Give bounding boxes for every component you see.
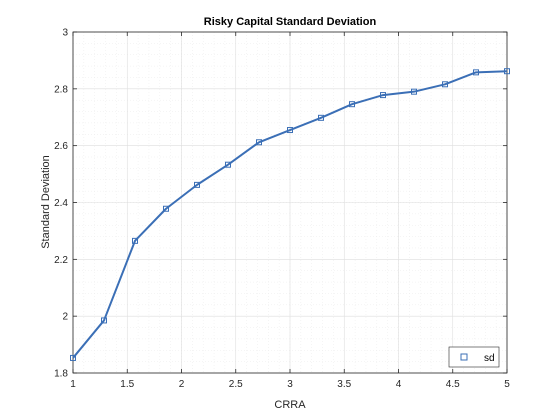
data-point-sd — [225, 161, 232, 168]
x-axis-label: CRRA — [274, 399, 306, 411]
x-tick-label: 2 — [179, 379, 185, 390]
series-layer — [70, 68, 510, 361]
data-point-sd — [287, 127, 293, 134]
legend-box — [448, 346, 500, 368]
data-point-sd — [442, 81, 449, 88]
y-tick-label: 1.8 — [54, 369, 68, 380]
data-point-sd — [162, 205, 169, 212]
y-tick-label: 2.4 — [54, 198, 68, 209]
legend-label-sd: sd — [484, 353, 495, 364]
legend: sd — [448, 346, 500, 368]
data-point-sd — [348, 101, 355, 108]
data-point-sd — [473, 69, 480, 76]
chart-title: Risky Capital Standard Deviation — [204, 16, 377, 28]
y-tick-label: 2.2 — [54, 255, 68, 266]
x-tick-labels: 1 1.5 2 2.5 3 3.5 4 4.5 5 — [70, 379, 510, 390]
x-tick-label: 4.5 — [446, 379, 460, 390]
y-tick-labels: 1.8 2 2.2 2.4 2.6 2.8 3 — [54, 28, 68, 380]
legend-marker-sd — [460, 353, 468, 361]
data-point-sd — [194, 181, 201, 188]
axis-ticks — [72, 31, 508, 374]
x-tick-label: 5 — [504, 379, 510, 390]
x-tick-label: 2.5 — [229, 379, 243, 390]
y-tick-label: 3 — [62, 28, 68, 39]
y-axis-label: Standard Deviation — [40, 155, 52, 249]
x-tick-label: 1.5 — [120, 379, 134, 390]
x-tick-label: 1 — [70, 379, 76, 390]
y-tick-label: 2.6 — [54, 141, 68, 152]
data-point-sd — [411, 88, 418, 95]
data-point-sd — [100, 317, 107, 324]
data-point-sd — [256, 139, 263, 146]
data-point-sd — [131, 237, 138, 244]
x-tick-label: 3 — [287, 379, 293, 390]
data-point-sd — [504, 68, 510, 75]
x-tick-label: 4 — [396, 379, 402, 390]
x-tick-label: 3.5 — [337, 379, 351, 390]
y-tick-label: 2 — [62, 312, 68, 323]
data-point-sd — [317, 114, 324, 121]
data-point-sd — [379, 92, 386, 99]
data-point-sd — [70, 354, 76, 361]
series-line-sd — [72, 70, 508, 359]
y-tick-label: 2.8 — [54, 84, 68, 95]
